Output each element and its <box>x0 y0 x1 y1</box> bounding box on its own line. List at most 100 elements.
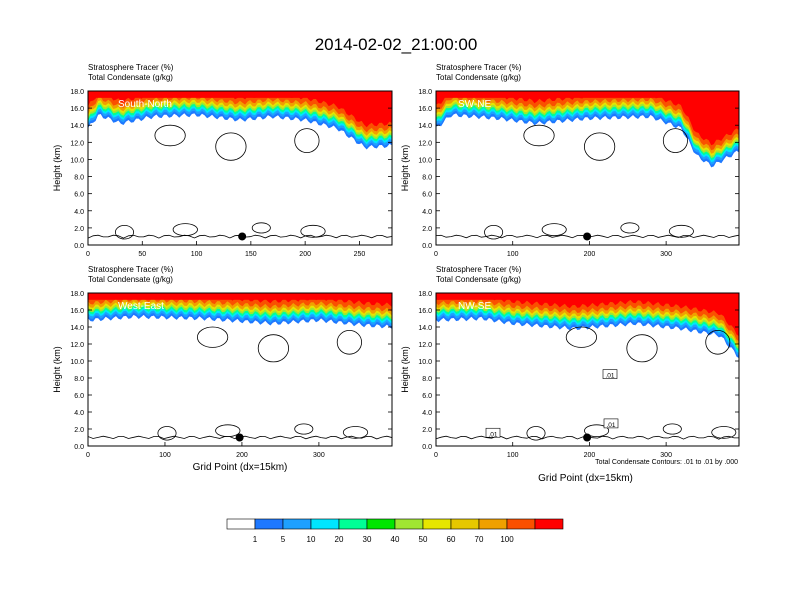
cloud-cell-contour <box>215 132 247 161</box>
x-tick-label: 300 <box>313 452 325 459</box>
cloud-cell-contour <box>342 426 369 439</box>
colorbar-swatch <box>506 518 536 530</box>
cloud-cell-contour <box>257 334 289 363</box>
colorbar-tick-label: 100 <box>500 535 514 544</box>
y-tick-label: 8.0 <box>422 175 432 182</box>
panel-label: SW-NE <box>458 99 491 110</box>
panel-header-tracer: Stratosphere Tracer (%) <box>88 265 174 274</box>
figure-title: 2014-02-02_21:00:00 <box>315 35 478 54</box>
colorbar-tick-label: 30 <box>363 535 372 544</box>
tracer-field <box>88 293 392 330</box>
colorbar: 1 5 10 20 30 40 50 60 70 100 <box>226 518 564 544</box>
panel-label: West-East <box>118 301 164 312</box>
y-tick-label: 14.0 <box>70 123 84 130</box>
panel-header-tracer: Stratosphere Tracer (%) <box>88 63 174 72</box>
y-tick-label: 4.0 <box>422 410 432 417</box>
y-tick-label: 14.0 <box>418 123 432 130</box>
x-tick-label: 0 <box>434 452 438 459</box>
cloud-cell-contour <box>620 222 640 234</box>
tracer-cap <box>436 293 739 300</box>
y-axis-label: Height (km) <box>400 346 410 393</box>
cloud-cell-contour <box>157 426 177 441</box>
y-tick-label: 0.0 <box>422 444 432 451</box>
cloud-cell-contour <box>294 128 320 154</box>
panel-south-north: South-North 0.0 2.0 4.0 6.0 8.0 10.0 12.0 14.0 16… <box>52 63 393 258</box>
x-tick-label: 150 <box>245 251 257 258</box>
cloud-cell-contour <box>294 423 314 435</box>
cloud-cell-contour <box>154 124 186 147</box>
panel-header-tracer: Stratosphere Tracer (%) <box>436 265 522 274</box>
cloud-cell-contour <box>115 224 135 240</box>
contour-label: .01 <box>603 418 619 429</box>
tracer-band <box>436 293 739 337</box>
y-tick-label: 18.0 <box>70 291 84 298</box>
x-tick-label: 100 <box>191 251 203 258</box>
contour-label-box <box>485 427 501 438</box>
y-tick-label: 12.0 <box>70 140 84 147</box>
y-tick-label: 4.0 <box>422 209 432 216</box>
contour-label-box <box>602 369 618 379</box>
tracer-field <box>436 91 739 168</box>
panel-label: NW-SE <box>458 301 491 312</box>
y-tick-label: 2.0 <box>74 427 84 434</box>
cloud-cell-contour <box>711 426 737 439</box>
tracer-field <box>436 293 739 359</box>
y-tick-label: 8.0 <box>74 175 84 182</box>
x-tick-label: 200 <box>299 251 311 258</box>
cloud-cell-contour <box>583 132 616 161</box>
colorbar-swatch <box>254 518 284 530</box>
contour-label-text: .01 <box>605 373 614 380</box>
y-tick-label: 16.0 <box>70 106 84 113</box>
y-tick-label: 12.0 <box>70 342 84 349</box>
tracer-cap <box>88 91 392 98</box>
y-tick-label: 6.0 <box>422 393 432 400</box>
cloud-cell-contour <box>172 223 198 237</box>
contour-label-text: .01 <box>488 431 497 438</box>
y-tick-label: 0.0 <box>422 243 432 250</box>
y-tick-label: 16.0 <box>70 308 84 315</box>
x-tick-label: 0 <box>86 251 90 258</box>
y-tick-label: 2.0 <box>422 427 432 434</box>
contour-label-text: .01 <box>606 422 615 429</box>
y-tick-label: 18.0 <box>418 89 432 96</box>
y-tick-label: 6.0 <box>422 192 432 199</box>
colorbar-tick-label: 40 <box>391 535 400 544</box>
x-axis-label: Grid Point (dx=15km) <box>193 462 288 473</box>
colorbar-swatch <box>534 518 564 530</box>
y-tick-label: 6.0 <box>74 393 84 400</box>
cloud-cell-contour <box>662 128 688 154</box>
colorbar-swatch <box>422 518 452 530</box>
y-tick-label: 0.0 <box>74 444 84 451</box>
y-axis-label: Height (km) <box>400 145 410 192</box>
x-tick-label: 200 <box>584 251 596 258</box>
location-marker <box>583 433 592 442</box>
colorbar-tick-label: 1 <box>253 535 258 544</box>
panel-sw-ne: SW-NE 0.0 2.0 4.0 6.0 8.0 10.0 12.0 14.0 16.0 18.0… <box>400 63 740 258</box>
y-tick-label: 14.0 <box>418 325 432 332</box>
y-tick-label: 10.0 <box>418 359 432 366</box>
colorbar-swatch <box>226 518 256 530</box>
x-tick-label: 100 <box>507 452 519 459</box>
y-tick-label: 16.0 <box>418 106 432 113</box>
y-tick-label: 2.0 <box>422 226 432 233</box>
panel-header-condensate: Total Condensate (g/kg) <box>436 275 521 284</box>
colorbar-swatch <box>394 518 424 530</box>
x-tick-label: 300 <box>660 251 672 258</box>
x-tick-label: 100 <box>507 251 519 258</box>
colorbar-swatch <box>310 518 340 530</box>
y-tick-label: 10.0 <box>70 359 84 366</box>
y-tick-label: 18.0 <box>418 291 432 298</box>
cloud-cell-contour <box>662 423 682 435</box>
location-marker <box>238 232 247 241</box>
y-tick-label: 16.0 <box>418 308 432 315</box>
contour-label: .01 <box>602 369 618 380</box>
colorbar-tick-label: 70 <box>475 535 484 544</box>
y-tick-label: 12.0 <box>418 140 432 147</box>
cloud-cell-contour <box>705 329 731 355</box>
colorbar-tick-label: 10 <box>307 535 316 544</box>
y-tick-label: 14.0 <box>70 325 84 332</box>
y-tick-label: 2.0 <box>74 226 84 233</box>
x-tick-label: 100 <box>159 452 171 459</box>
y-tick-label: 18.0 <box>70 89 84 96</box>
colorbar-tick-label: 50 <box>419 535 428 544</box>
